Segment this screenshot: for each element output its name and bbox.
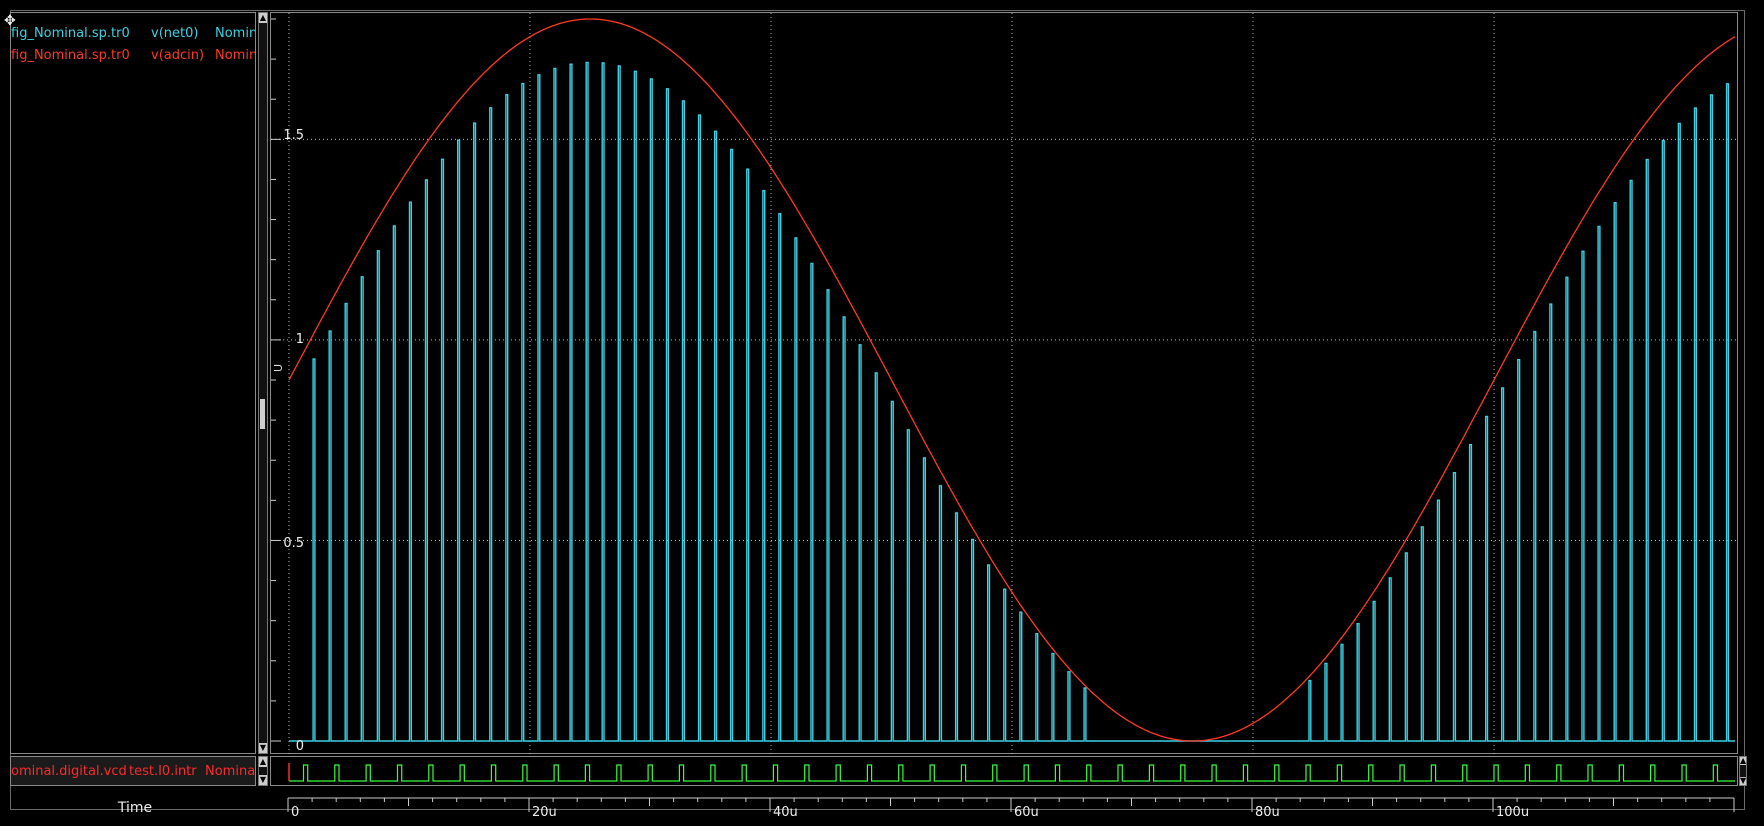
time-axis[interactable]: 0 20u 40u 60u 80u 100u — [270, 790, 1738, 826]
x-tick-label: 0 — [291, 805, 299, 820]
scroll-down-icon[interactable]: ▼ — [259, 775, 267, 785]
signal-name: v(net0) — [151, 26, 199, 41]
digital-signal-list[interactable]: ominal.digital.vcd test.I0.intr Nominal — [10, 756, 256, 786]
signal-corner: Nominal — [215, 48, 255, 63]
x-tick-label: 80u — [1255, 805, 1280, 820]
digital-list-scrollbar[interactable]: ▲ ▼ — [258, 756, 268, 786]
signal-file: ominal.digital.vcd — [11, 764, 127, 779]
grid — [271, 13, 1739, 755]
series-net0 — [289, 61, 1735, 742]
y-tick-label: 1 — [295, 332, 304, 347]
signal-file: fig_Nominal.sp.tr0 — [11, 48, 130, 63]
y-axis-ticks — [271, 18, 281, 742]
scroll-up-icon[interactable]: ▲ — [259, 757, 267, 767]
digital-selection-bar — [11, 757, 255, 785]
x-axis-label: Time — [117, 800, 153, 816]
signal-name: v(adcin) — [151, 48, 205, 63]
analog-plot[interactable] — [270, 12, 1739, 755]
signal-file: fig_Nominal.sp.tr0 — [11, 26, 130, 41]
signal-row-adcin[interactable]: fig_Nominal.sp.tr0 v(adcin) Nominal — [11, 45, 255, 67]
signal-corner: Nominal — [205, 764, 256, 779]
series-adcin-line — [288, 18, 1736, 742]
y-tick-label: 0 — [295, 739, 304, 754]
x-tick-label: 20u — [532, 805, 557, 820]
series-intr-line — [289, 764, 1735, 782]
y-axis-unit: U — [272, 363, 285, 372]
y-tick-label: 0.5 — [283, 536, 304, 551]
signal-name: test.I0.intr — [129, 764, 197, 779]
signal-row-net0[interactable]: fig_Nominal.sp.tr0 v(net0) Nominal — [11, 23, 255, 45]
signal-row-intr[interactable]: ominal.digital.vcd test.I0.intr Nominal — [11, 761, 256, 783]
scroll-down-icon[interactable]: ▼ — [1740, 776, 1747, 785]
x-axis-ticks: 0 20u 40u 60u 80u 100u — [287, 797, 1735, 820]
scroll-up-icon[interactable]: ▲ — [1740, 756, 1747, 765]
series-adcin — [288, 18, 1736, 742]
digital-plot-scrollbar[interactable]: ▲ ▼ — [1739, 756, 1747, 786]
analog-list-scrollbar[interactable]: ▲ ▼ — [258, 12, 268, 754]
x-tick-label: 60u — [1014, 805, 1039, 820]
x-tick-label: 40u — [773, 805, 798, 820]
digital-plot[interactable] — [270, 756, 1738, 786]
analog-signal-list[interactable]: fig_Nominal.sp.tr0 v(net0) Nominal fig_N… — [10, 12, 256, 754]
x-tick-label: 100u — [1496, 805, 1529, 820]
scroll-thumb[interactable] — [260, 399, 265, 429]
scroll-down-icon[interactable]: ▼ — [259, 743, 267, 753]
signal-corner: Nominal — [215, 26, 255, 41]
scroll-up-icon[interactable]: ▲ — [259, 13, 267, 23]
digital-plot-svg — [288, 763, 1735, 782]
analog-plot-svg — [271, 13, 1739, 755]
y-tick-label: 1.5 — [283, 128, 304, 143]
series-intr — [288, 763, 1735, 782]
series-net0-line — [289, 61, 1735, 742]
time-axis-svg: 0 20u 40u 60u 80u 100u — [287, 797, 1735, 820]
